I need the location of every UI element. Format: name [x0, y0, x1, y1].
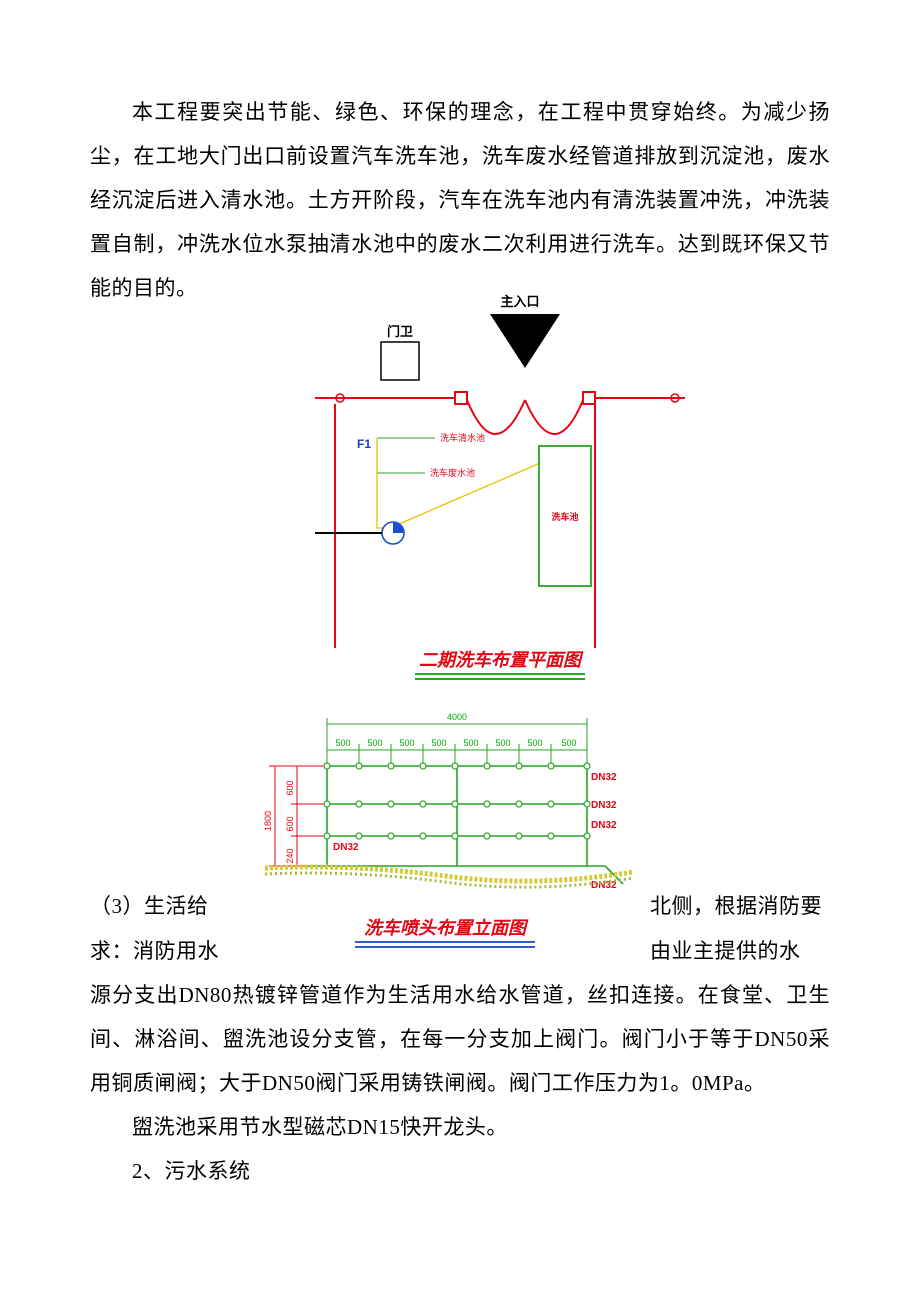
pipe2-label: 洗车废水池	[430, 467, 475, 478]
svg-text:DN32: DN32	[591, 772, 617, 783]
svg-text:500: 500	[561, 738, 576, 748]
pipe1-label: 洗车清水池	[440, 432, 485, 443]
figure-1-container: 主入口 门卫 F1 洗车清水池 洗车废水池	[90, 314, 830, 688]
p3-left1: （3）生活给	[90, 884, 220, 928]
paragraph-5: 2、污水系统	[90, 1149, 830, 1193]
p3-right1: 北侧，根据消防要	[650, 884, 830, 928]
svg-text:600: 600	[285, 781, 295, 796]
paragraph-4: 盥洗池采用节水型磁芯DN15快开龙头。	[90, 1105, 830, 1149]
svg-text:500: 500	[335, 738, 350, 748]
svg-text:DN32: DN32	[591, 820, 617, 831]
p3-right2: 由业主提供的水	[650, 929, 830, 973]
paragraph-3-rest: 源分支出DN80热镀锌管道作为生活用水给水管道，丝扣连接。在食堂、卫生间、淋浴间…	[90, 973, 830, 1105]
svg-text:600: 600	[285, 817, 295, 832]
pump-icon	[382, 522, 404, 544]
fig2-caption: 洗车喷头布置立面图	[364, 918, 529, 938]
svg-text:DN32: DN32	[333, 842, 359, 853]
svg-text:4000: 4000	[447, 712, 467, 722]
p3-left2: 求：消防用水	[90, 929, 220, 973]
svg-text:500: 500	[431, 738, 446, 748]
svg-text:240: 240	[285, 849, 295, 864]
fig1-caption: 二期洗车布置平面图	[419, 650, 584, 670]
f1-label: F1	[357, 437, 371, 451]
guard-box	[381, 342, 419, 380]
svg-text:1800: 1800	[263, 811, 273, 831]
top-dim	[327, 718, 587, 764]
entrance-arrow-icon	[490, 314, 560, 368]
paragraph-1: 本工程要突出节能、绿色、环保的理念，在工程中贯穿始终。为减少扬尘，在工地大门出口…	[90, 90, 830, 310]
site-plan-diagram: 主入口 门卫 F1 洗车清水池 洗车废水池	[315, 288, 685, 688]
yellow-pipe	[377, 438, 390, 528]
svg-text:500: 500	[495, 738, 510, 748]
figure-2-wrap-row: （3）生活给 求：消防用水 4000 500 500	[90, 706, 830, 972]
svg-text:500: 500	[527, 738, 542, 748]
svg-text:500: 500	[399, 738, 414, 748]
svg-text:DN32: DN32	[591, 800, 617, 811]
svg-text:500: 500	[367, 738, 382, 748]
walls	[315, 392, 685, 648]
entrance-label: 主入口	[500, 294, 539, 309]
elevation-diagram: 4000 500 500 500 500 500 500 500 500	[235, 706, 635, 966]
wash-label: 洗车池	[551, 511, 578, 522]
guard-label: 门卫	[387, 324, 413, 339]
svg-text:500: 500	[463, 738, 478, 748]
